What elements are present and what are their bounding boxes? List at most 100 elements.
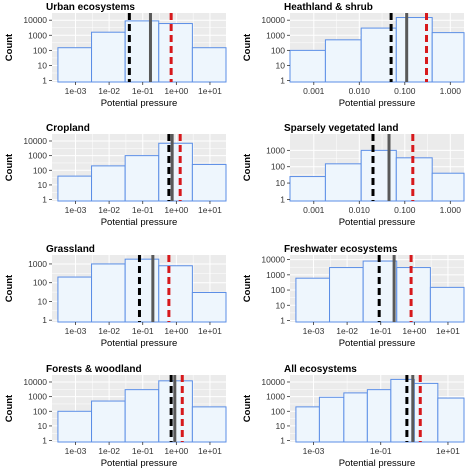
histogram-bar	[191, 163, 227, 202]
x-tick-label: 1e-02	[98, 86, 120, 96]
panel-title: Urban ecosystems	[46, 2, 135, 13]
histogram-bar	[289, 176, 326, 202]
y-tick-label: 10000	[23, 15, 47, 25]
histogram-bar	[431, 32, 465, 83]
histogram-bar	[318, 396, 345, 443]
histogram-bar	[396, 267, 431, 323]
x-tick-label: 0.010	[349, 86, 371, 96]
histogram-bar	[429, 286, 465, 323]
y-tick-label: 10	[276, 300, 286, 310]
histogram-bar	[295, 277, 331, 323]
y-tick-label: 1000	[28, 392, 47, 402]
x-tick-label: 1e-03	[65, 446, 87, 456]
x-axis-label: Potential pressure	[339, 98, 416, 109]
panel-title: Cropland	[46, 123, 90, 134]
y-tick-label: 100	[33, 406, 47, 416]
y-tick-label: 1000	[28, 151, 47, 161]
y-tick-label: 10000	[261, 15, 285, 25]
y-axis-label: Count	[4, 153, 15, 181]
x-tick-label: 1e+00	[402, 326, 426, 336]
histogram-bar	[191, 47, 227, 83]
x-tick-label: 1e+01	[436, 326, 460, 336]
y-tick-label: 100	[33, 165, 47, 175]
histogram-bar	[343, 392, 368, 443]
histogram-bar	[413, 382, 439, 443]
y-axis-label: Count	[4, 394, 15, 422]
histogram-bar	[91, 263, 126, 323]
x-tick-label: 1e-01	[132, 326, 154, 336]
chart-panel: Forests & woodland 1 10 100 1000 10000 1e-03 1e…	[4, 364, 227, 469]
y-tick-label: 1	[42, 436, 47, 446]
x-tick-label: 1e-02	[98, 205, 120, 215]
histogram-bar	[91, 31, 126, 83]
y-tick-label: 1	[42, 195, 47, 205]
chart-panel: Freshwater ecosystems 1 10 100 1000 10000 1e-0…	[242, 244, 465, 349]
y-tick-label: 10000	[261, 255, 285, 265]
y-axis-label: Count	[242, 33, 253, 61]
histogram-bar	[124, 155, 160, 202]
y-tick-label: 1000	[266, 270, 285, 280]
y-tick-label: 1	[42, 315, 47, 325]
y-tick-label: 10000	[23, 136, 47, 146]
x-tick-label: 1e-02	[336, 326, 358, 336]
x-tick-label: 1.000	[440, 205, 462, 215]
y-axis-label: Count	[242, 153, 253, 181]
y-tick-label: 10	[276, 178, 286, 188]
x-tick-label: 1e-01	[370, 326, 392, 336]
x-tick-label: 1e+01	[198, 205, 222, 215]
panel-title: Sparsely vegetated land	[284, 123, 399, 134]
x-tick-label: 1e+01	[198, 446, 222, 456]
histogram-bar	[324, 39, 362, 83]
x-axis-label: Potential pressure	[101, 217, 178, 228]
y-tick-label: 1	[280, 194, 285, 204]
histogram-bar	[124, 389, 160, 443]
x-axis-label: Potential pressure	[101, 458, 178, 469]
y-tick-label: 100	[33, 278, 47, 288]
y-tick-label: 10	[276, 421, 286, 431]
x-tick-label: 1e-03	[303, 446, 325, 456]
chart-panel: Cropland 1 10 100 1000 10000 1e-03 1e-02 1e-01 1e…	[4, 123, 227, 228]
x-tick-label: 0.010	[349, 205, 371, 215]
chart-panel: Grassland 1 10 100 1000 1e-03 1e-02 1e-01 1e+00 1…	[4, 244, 227, 349]
histogram-bar	[329, 267, 364, 323]
histogram-bar	[158, 265, 193, 323]
histogram-bar	[324, 163, 362, 202]
y-tick-label: 10	[38, 60, 48, 70]
x-tick-label: 1e-01	[132, 205, 154, 215]
y-tick-label: 10000	[261, 377, 285, 387]
x-tick-label: 1e+00	[164, 446, 188, 456]
x-tick-label: 1e-03	[65, 205, 87, 215]
y-tick-label: 1	[280, 436, 285, 446]
x-tick-label: 0.100	[394, 205, 416, 215]
chart-panel: Heathland & shrub 1 10 100 1000 10000 0.001 0.0…	[242, 2, 465, 109]
chart-panel: Sparsely vegetated land 1 10 100 1000 0.001 0.…	[242, 123, 465, 228]
y-tick-label: 100	[271, 285, 285, 295]
histogram-bar	[57, 410, 93, 443]
y-axis-label: Count	[242, 274, 253, 302]
histogram-bar	[431, 172, 465, 202]
x-tick-label: 1e-02	[98, 326, 120, 336]
x-tick-label: 1e-01	[132, 446, 154, 456]
y-tick-label: 100	[271, 162, 285, 172]
y-tick-label: 10	[38, 296, 48, 306]
histogram-bar	[158, 23, 193, 83]
x-axis-label: Potential pressure	[101, 338, 178, 349]
histogram-bar	[158, 142, 193, 202]
y-tick-label: 1	[42, 76, 47, 86]
x-axis-label: Potential pressure	[339, 217, 416, 228]
x-tick-label: 1e-03	[65, 86, 87, 96]
histogram-bar	[390, 378, 415, 443]
chart-panel: All ecosystems 1 10 100 1000 10000 1e-03 1e-01 1…	[242, 364, 465, 469]
x-tick-label: 1e-01	[370, 446, 392, 456]
histogram-bar	[289, 49, 326, 83]
histogram-bar	[57, 47, 93, 83]
x-tick-label: 1e-02	[98, 446, 120, 456]
y-axis-label: Count	[4, 274, 15, 302]
x-tick-label: 1e+01	[198, 86, 222, 96]
histogram-bar	[57, 175, 93, 202]
y-tick-label: 1000	[266, 30, 285, 40]
panel-title: Forests & woodland	[46, 364, 142, 375]
x-tick-label: 1e+01	[436, 446, 460, 456]
chart-panel: Urban ecosystems 1 10 100 1000 10000 1e-03 1e-0…	[4, 2, 227, 109]
